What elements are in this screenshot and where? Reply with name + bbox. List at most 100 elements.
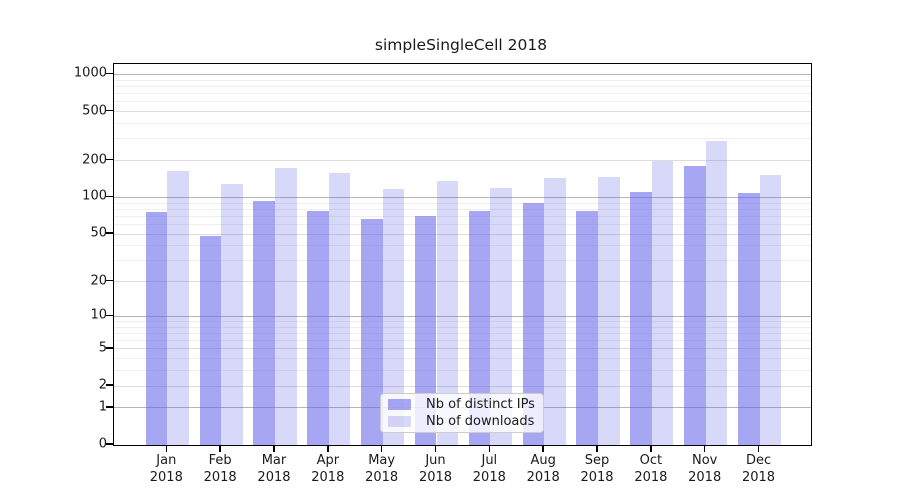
y-tick-mark [106, 314, 113, 317]
y-tick-mark [106, 443, 113, 445]
y-tick-mark [106, 158, 113, 161]
x-tick-month: May [368, 453, 396, 468]
y-tick-label-1: 1 [98, 399, 107, 415]
gridline-minor [114, 138, 811, 140]
x-tick-label-mar: Mar 2018 [257, 452, 290, 486]
x-tick-label-sep: Sep 2018 [580, 452, 613, 486]
x-tick-year: 2018 [580, 470, 614, 485]
bar-distinct-ips-mar [253, 201, 275, 445]
gridline-minor [114, 202, 811, 204]
x-tick-year: 2018 [257, 470, 291, 485]
legend-label-downloads: Nb of downloads [426, 413, 535, 429]
x-tick-year: 2018 [418, 470, 453, 485]
x-tick-label-jan: Jan 2018 [150, 452, 183, 486]
bar-distinct-ips-aug [522, 203, 545, 445]
legend-swatch-downloads [388, 415, 411, 427]
x-tick-mark [488, 445, 491, 452]
x-tick-label-jul: Jul 2018 [473, 452, 506, 486]
bar-downloads-sep [598, 177, 620, 445]
gridline-minor [114, 370, 811, 372]
gridline-200 [114, 160, 811, 162]
bar-downloads-jan [167, 170, 189, 445]
bar-distinct-ips-nov [684, 165, 706, 445]
gridline-100 [114, 196, 811, 198]
x-tick-month: Sep [584, 453, 610, 468]
x-tick-year: 2018 [365, 470, 399, 485]
gridline-minor [114, 245, 811, 247]
gridline-20 [114, 281, 811, 283]
legend: Nb of distinct IPs Nb of downloads [380, 393, 544, 433]
bar-downloads-oct [651, 160, 674, 445]
x-tick-mark [542, 445, 544, 452]
x-tick-month: Aug [530, 453, 556, 468]
bar-downloads-feb [221, 183, 243, 445]
x-tick-mark [596, 445, 598, 452]
x-tick-month: Nov [692, 453, 718, 468]
x-tick-month: Apr [316, 453, 340, 468]
x-tick-month: Oct [639, 453, 663, 468]
x-tick-year: 2018 [311, 470, 345, 485]
y-tick-label-2: 2 [98, 377, 107, 393]
y-tick-label-500: 500 [82, 103, 107, 119]
y-tick-label-5: 5 [98, 340, 107, 356]
y-tick-label-200: 200 [82, 152, 107, 168]
gridline-1000 [114, 73, 811, 75]
bar-downloads-aug [544, 178, 566, 445]
x-tick-label-nov: Nov 2018 [688, 452, 721, 486]
y-tick-mark [106, 72, 113, 75]
bar-distinct-ips-dec [737, 193, 760, 445]
bar-distinct-ips-sep [576, 210, 598, 445]
x-tick-month: Mar [261, 453, 287, 468]
bar-distinct-ips-apr [307, 211, 329, 445]
x-tick-label-may: May 2018 [365, 452, 398, 486]
x-tick-mark [380, 445, 383, 452]
gridline-minor [114, 260, 811, 262]
gridline-minor [114, 224, 811, 225]
bar-downloads-jun [436, 180, 459, 445]
gridline-500 [114, 111, 811, 113]
y-tick-label-50: 50 [90, 225, 107, 241]
bar-downloads-mar [274, 167, 297, 445]
x-tick-year: 2018 [203, 470, 237, 485]
y-tick-label-10: 10 [90, 307, 107, 323]
gridline-10 [114, 315, 811, 317]
y-tick-mark [106, 347, 113, 349]
gridline-minor [114, 321, 811, 322]
gridline-minor [114, 93, 811, 95]
gridline-5 [114, 348, 811, 350]
bar-distinct-ips-feb [199, 236, 222, 445]
x-tick-month: Jul [481, 453, 498, 468]
gridline-minor [114, 79, 811, 81]
legend-swatch-distinct-ips [388, 399, 411, 411]
x-tick-label-oct: Oct 2018 [634, 452, 667, 486]
bar-downloads-dec [759, 174, 782, 445]
y-tick-mark [106, 232, 113, 234]
y-tick-mark [106, 384, 113, 386]
x-tick-year: 2018 [526, 470, 560, 485]
y-tick-mark [106, 279, 113, 282]
legend-label-distinct-ips: Nb of distinct IPs [426, 397, 535, 413]
x-tick-month: Jan [156, 453, 177, 468]
gridline-minor [114, 326, 811, 328]
y-tick-mark [106, 109, 113, 112]
y-tick-label-100: 100 [82, 188, 107, 204]
bar-distinct-ips-jun [414, 215, 437, 445]
x-tick-year: 2018 [741, 470, 776, 485]
bar-downloads-may [382, 189, 405, 445]
legend-item-downloads: Nb of downloads [388, 413, 536, 429]
x-tick-year: 2018 [149, 470, 183, 485]
gridline-2 [114, 385, 811, 387]
x-tick-mark [650, 445, 652, 452]
gridline-50 [114, 233, 811, 235]
gridline-minor [114, 332, 811, 334]
x-tick-mark [273, 445, 275, 452]
x-tick-mark [165, 445, 168, 452]
gridline-minor [114, 208, 811, 210]
x-tick-label-jun: Jun 2018 [419, 452, 452, 486]
x-tick-mark [757, 445, 760, 452]
plot-area [113, 63, 812, 446]
y-tick-mark [106, 195, 113, 198]
bar-distinct-ips-jul [468, 210, 491, 445]
x-tick-year: 2018 [472, 470, 506, 485]
